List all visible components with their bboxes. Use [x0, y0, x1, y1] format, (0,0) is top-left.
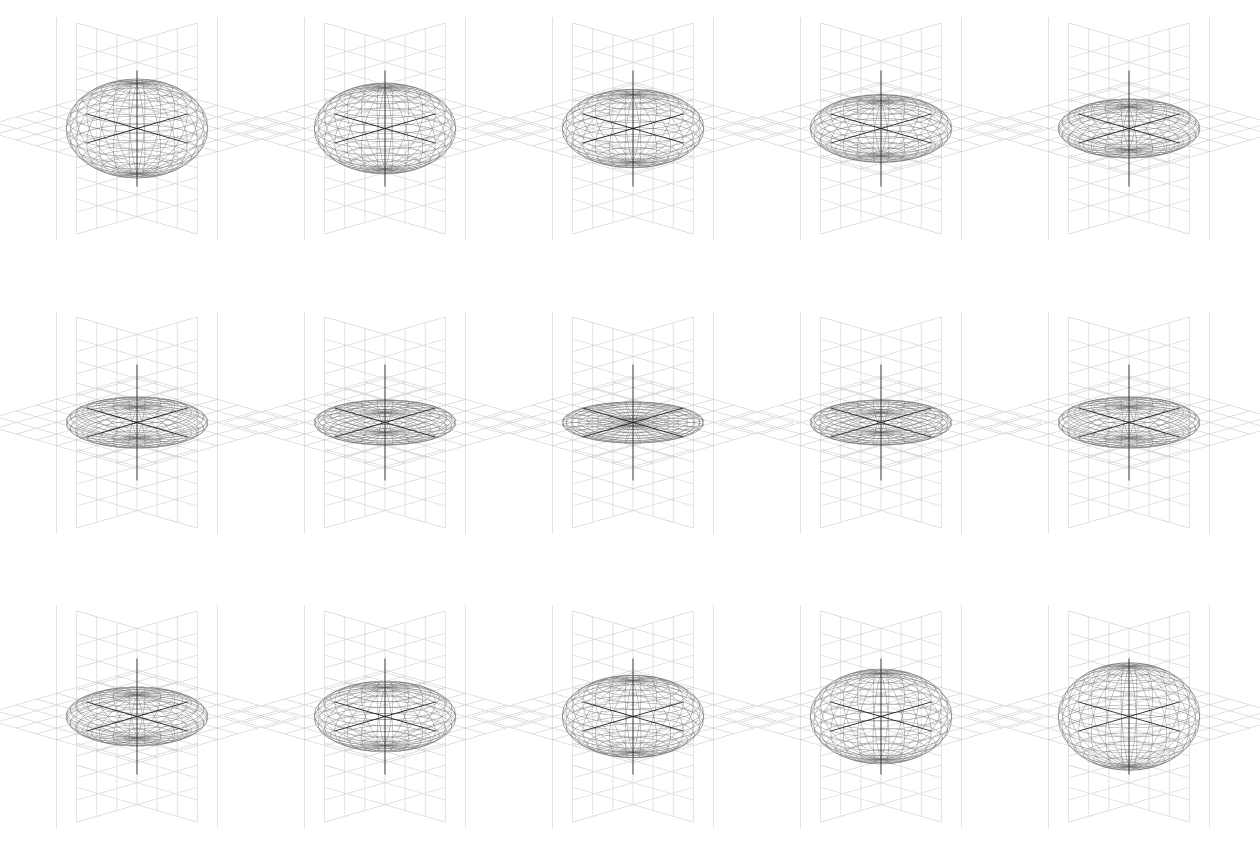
- spheroid-panel-r1c1: [0, 16, 298, 240]
- coordinate-axes: [830, 70, 932, 186]
- spheroid-panel-r2c3: [472, 310, 794, 534]
- coordinate-axes: [334, 658, 436, 774]
- spheroid-mesh: [1057, 98, 1201, 158]
- coordinate-axes: [582, 70, 684, 186]
- spheroid-mesh: [561, 674, 705, 758]
- coordinate-axes: [582, 658, 684, 774]
- coordinate-axes: [1078, 364, 1180, 480]
- spheroid-mesh: [65, 78, 209, 178]
- spheroid-panel-r3c2: [224, 604, 546, 828]
- grid-planes: [0, 604, 298, 828]
- coordinate-axes: [1078, 70, 1180, 186]
- grid-planes: [0, 16, 298, 240]
- grid-planes: [0, 310, 298, 534]
- spheroid-wireframe: [313, 399, 457, 445]
- spheroid-mesh: [809, 93, 953, 163]
- spheroid-wireframe: [561, 88, 705, 168]
- spheroid-wireframe: [561, 674, 705, 758]
- spheroid-mesh: [313, 680, 457, 752]
- spheroid-mesh: [561, 400, 705, 444]
- spheroid-panel-r1c2: [224, 16, 546, 240]
- coordinate-axes: [830, 364, 932, 480]
- spheroid-wireframe: [313, 680, 457, 752]
- spheroid-wireframe: [1057, 661, 1201, 771]
- spheroid-panel-r3c3: [472, 604, 794, 828]
- spheroid-mesh: [561, 88, 705, 168]
- spheroid-mesh: [313, 399, 457, 445]
- spheroid-mesh: [1057, 661, 1201, 771]
- spheroid-wireframe: [1057, 98, 1201, 158]
- spheroid-mesh: [313, 82, 457, 174]
- spheroid-panel-r1c5: [968, 16, 1260, 240]
- spheroid-wireframe: [313, 82, 457, 174]
- spheroid-mesh: [1057, 396, 1201, 448]
- spheroid-wireframe: [561, 400, 705, 444]
- grid-lines: [968, 16, 1260, 240]
- spheroid-wireframe: [65, 686, 209, 746]
- spheroid-panel-r2c5: [968, 310, 1260, 534]
- spheroid-panel-r3c1: [0, 604, 298, 828]
- grid-lines: [0, 16, 298, 240]
- spheroid-panel-r2c4: [720, 310, 1042, 534]
- coordinate-axes: [334, 70, 436, 186]
- coordinate-axes: [86, 364, 188, 480]
- spheroid-wireframe: [809, 93, 953, 163]
- coordinate-axes: [1078, 658, 1180, 774]
- coordinate-axes: [334, 364, 436, 480]
- coordinate-axes: [86, 658, 188, 774]
- grid-planes: [968, 16, 1260, 240]
- grid-lines: [0, 310, 298, 534]
- spheroid-wireframe: [809, 668, 953, 764]
- spheroid-mesh: [65, 396, 209, 448]
- coordinate-axes: [86, 70, 188, 186]
- grid-planes: [968, 604, 1260, 828]
- coordinate-axes: [830, 658, 932, 774]
- spheroid-wireframe: [1057, 396, 1201, 448]
- spheroid-wireframe: [65, 396, 209, 448]
- grid-lines: [968, 604, 1260, 828]
- spheroid-mesh: [809, 399, 953, 445]
- spheroid-panel-r3c5: [968, 604, 1260, 828]
- grid-lines: [0, 604, 298, 828]
- spheroid-panel-r3c4: [720, 604, 1042, 828]
- coordinate-axes: [582, 364, 684, 480]
- spheroid-panel-r2c1: [0, 310, 298, 534]
- spheroid-wireframe: [65, 78, 209, 178]
- spheroid-panel-r1c3: [472, 16, 794, 240]
- spheroid-mesh: [65, 686, 209, 746]
- spheroid-wireframe: [809, 399, 953, 445]
- spheroid-mesh: [809, 668, 953, 764]
- spheroid-panel-r2c2: [224, 310, 546, 534]
- spheroid-panel-r1c4: [720, 16, 1042, 240]
